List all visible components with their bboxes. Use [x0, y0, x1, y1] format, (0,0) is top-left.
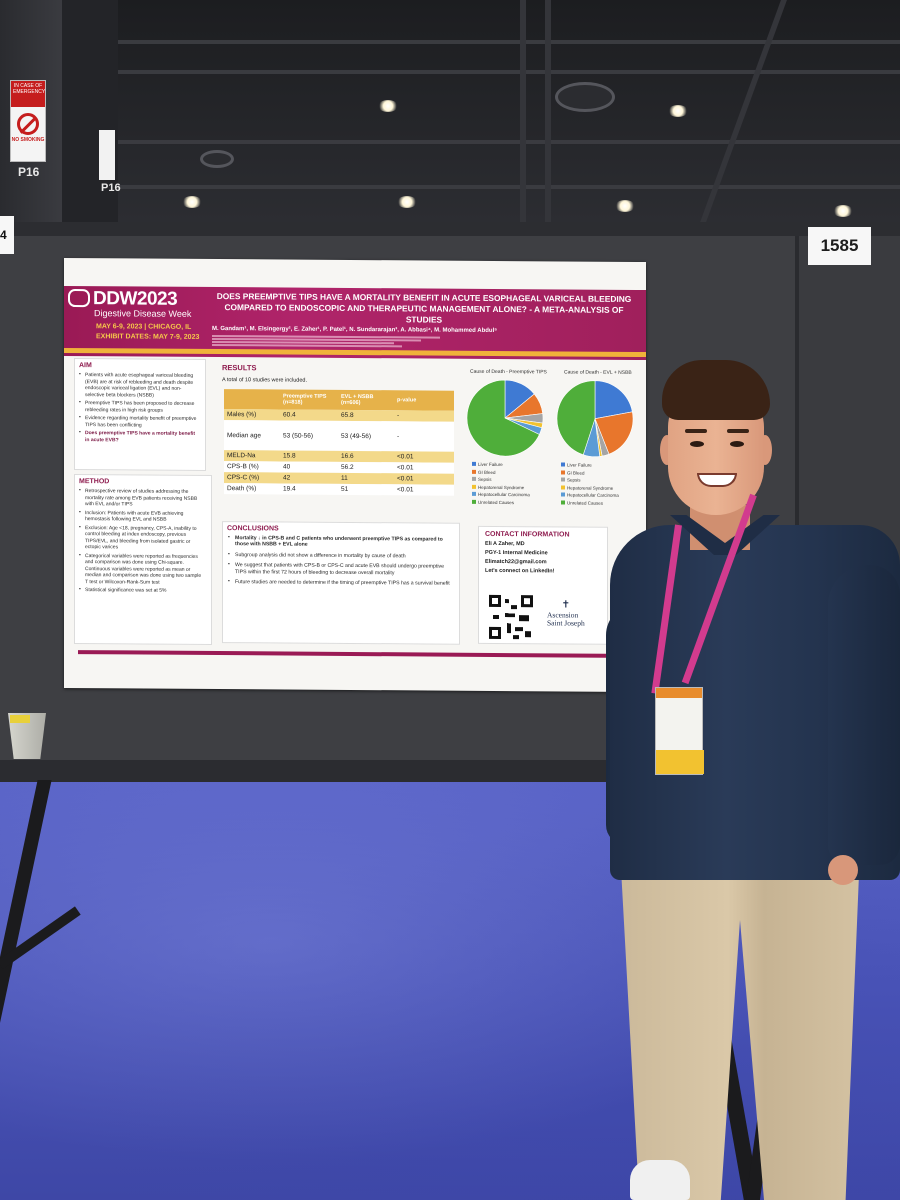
aisle-sign-secondary: P16	[101, 182, 121, 194]
emergency-sign: IN CASE OF EMERGENCY NO SMOKING	[10, 80, 46, 162]
qr-code[interactable]	[489, 594, 533, 640]
method-bullet: Categorical variables were reported as f…	[75, 552, 211, 587]
pie-legend-tips: Liver Failure GI Bleed Sepsis Hepatorenal S…	[472, 461, 530, 506]
presenter	[600, 355, 900, 1200]
conclusion-bullet: We suggest that patients with CPS-B or C…	[223, 561, 459, 579]
method-bullet: Inclusion: Patients with acute EVB achie…	[75, 509, 211, 525]
presenter-brow	[727, 429, 749, 433]
legend-swatch	[472, 484, 476, 489]
pillar	[62, 0, 118, 235]
presenter-eye	[730, 441, 744, 447]
emergency-sign-text: IN CASE OF EMERGENCY	[11, 81, 45, 107]
method-bullet: Exclusion: Age <18, pregnancy, CPS-A, in…	[75, 524, 211, 553]
presenter-hair	[662, 360, 770, 420]
ceiling-light	[668, 105, 688, 117]
conclusions-section: CONCLUSIONS Mortality ↓ in CPS-B and C p…	[222, 521, 460, 645]
pie-slice-liver-failure	[594, 380, 633, 420]
legend-item: Unrelated Causes	[472, 498, 530, 506]
legend-swatch	[472, 491, 476, 496]
method-section: METHOD Retrospective review of studies a…	[74, 474, 212, 646]
ceiling-beam	[545, 0, 551, 225]
poster-board-frame	[0, 222, 900, 236]
presenter-brow	[685, 429, 707, 433]
pie-caption-tips: Cause of Death - Preemptive TIPS	[470, 368, 547, 376]
legend-swatch	[561, 484, 565, 489]
table-row: Death (%) 19.4 51 <0.01	[224, 483, 454, 496]
presenter-hand	[828, 855, 858, 885]
legend-swatch	[472, 476, 476, 481]
legend-swatch	[472, 469, 476, 474]
ceiling-truss	[110, 40, 900, 44]
ceiling-truss	[110, 185, 900, 189]
left-board-tag: 4	[0, 216, 14, 254]
legend-swatch	[561, 462, 565, 467]
ceiling-light	[615, 200, 635, 212]
aim-bullet: Preemptive TIPS has been proposed to dec…	[75, 399, 205, 415]
no-smoking-text: NO SMOKING	[11, 137, 45, 143]
aim-section: AIM Patients with acute esophageal varic…	[74, 358, 206, 471]
conclusion-bullet: Future studies are needed to determine i…	[223, 578, 459, 590]
ceiling-truss	[110, 140, 900, 144]
conference-dates: MAY 6-9, 2023 | CHICAGO, IL EXHIBIT DATE…	[96, 323, 200, 341]
presenter-arm	[828, 565, 900, 865]
research-poster: DDW2023 Digestive Disease Week MAY 6-9, …	[64, 257, 646, 693]
pie-slice-unrelated-causes	[556, 380, 596, 456]
aim-question: Does preemptive TIPS have a mortality be…	[75, 429, 205, 445]
ceiling-light	[833, 205, 853, 217]
results-title: RESULTS	[222, 363, 257, 373]
pie-slice-unrelated-causes	[466, 379, 540, 457]
presenter-shoe	[630, 1160, 690, 1200]
ddw-logo-subtitle: Digestive Disease Week	[94, 308, 192, 319]
legend-item: Hepatocellular Carcinoma	[472, 491, 530, 499]
legend-swatch	[561, 499, 565, 504]
pie-slice-gi-bleed	[594, 411, 634, 455]
aim-bullet: Patients with acute esophageal variceal …	[75, 371, 205, 400]
no-smoking-sign	[99, 130, 115, 180]
no-smoking-icon	[17, 113, 39, 135]
ceiling	[0, 0, 900, 235]
results-table-header: Preemptive TIPS (n=818) EVL + NSBB (n=60…	[224, 389, 454, 411]
method-bullet: Retrospective review of studies addressi…	[75, 487, 211, 509]
ascension-logo: ✝ Ascension Saint Joseph	[547, 599, 585, 628]
board-stand-left	[0, 780, 95, 1040]
legend-swatch	[472, 461, 476, 466]
ceiling-beam	[699, 0, 787, 225]
legend-swatch	[472, 499, 476, 504]
results-note: A total of 10 studies were included.	[222, 377, 307, 384]
author-affiliations	[212, 335, 592, 352]
contact-section: CONTACT INFORMATION Eli A Zaher, MD PGY-…	[478, 525, 608, 645]
board-number: 1585	[808, 227, 871, 265]
aim-bullet: Evidence regarding mortality benefit of …	[75, 414, 205, 430]
poster-title: DOES PREEMPTIVE TIPS HAVE A MORTALITY BE…	[216, 291, 632, 325]
pie-chart-tips	[466, 379, 544, 457]
aim-title: AIM	[79, 362, 92, 370]
presenter-pants	[620, 850, 860, 1200]
method-bullet: Statistical significance was set at 5%	[75, 586, 211, 595]
ceiling-light	[378, 100, 398, 112]
table-row: Median age 53 (50-56) 53 (49-56) -	[224, 420, 454, 452]
ceiling-vent	[200, 150, 234, 168]
poster-footer-bar	[78, 650, 626, 658]
name-badge	[655, 687, 704, 775]
legend-swatch	[561, 492, 565, 497]
results-table: Preemptive TIPS (n=818) EVL + NSBB (n=60…	[224, 389, 454, 496]
presenter-eye	[690, 441, 704, 447]
ceiling-light	[397, 196, 417, 208]
aisle-sign: P16	[18, 165, 40, 179]
cup-sticker	[10, 715, 30, 723]
ceiling-beam	[520, 0, 526, 225]
pie-chart-evl	[556, 380, 634, 457]
ddw-logo-icon	[68, 288, 90, 308]
ceiling-vent	[555, 82, 615, 112]
method-title: METHOD	[79, 478, 110, 486]
legend-swatch	[561, 477, 565, 482]
contact-cta: Let's connect on LinkedIn!	[485, 567, 555, 575]
conclusion-bullet: Mortality ↓ in CPS-B and C patients who …	[223, 534, 459, 552]
ceiling-truss	[110, 70, 900, 74]
legend-swatch	[561, 469, 565, 474]
legend-item: Liver Failure	[472, 461, 530, 469]
ceiling-light	[182, 196, 202, 208]
